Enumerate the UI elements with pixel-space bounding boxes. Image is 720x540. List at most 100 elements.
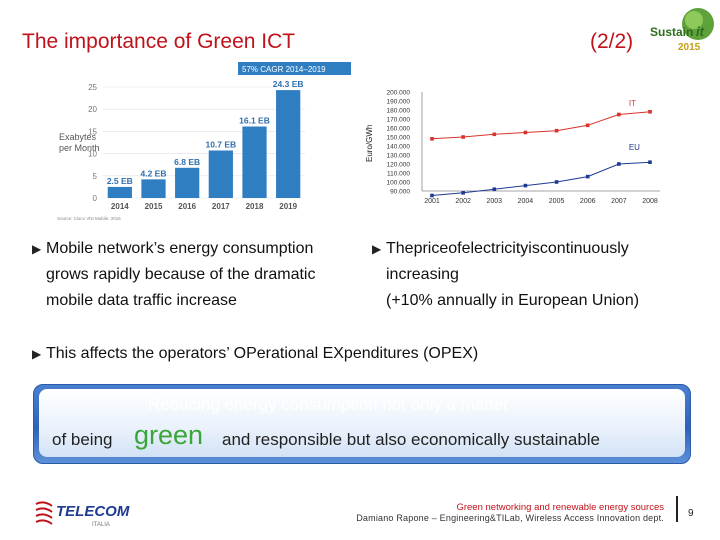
x-tick-label: 2002 [455, 198, 471, 205]
series-point-EU [430, 193, 434, 198]
bullet-arrow-icon: ▶ [32, 347, 42, 361]
bullet-left-line2: grows rapidly because of the dramatic [46, 266, 316, 283]
bar-2019 [276, 90, 301, 198]
x-tick-label: 2014 [111, 202, 129, 211]
y-tick-label: 140.000 [387, 144, 411, 151]
y-tick-label: 0 [93, 194, 98, 203]
series-point-EU [523, 183, 528, 188]
bullet-left-line3: mobile data traffic increase [46, 292, 237, 309]
bullet-right-line2: increasing [386, 266, 459, 283]
x-tick-label: 2016 [178, 202, 196, 211]
callout-suffix: and responsible but also economically su… [222, 430, 601, 449]
x-tick-label: 2004 [518, 198, 534, 205]
series-point-IT [554, 128, 559, 133]
logo-brand: TELECOM [56, 503, 130, 520]
series-label: EU [629, 143, 640, 152]
page-number: 9 [688, 508, 694, 519]
x-tick-label: 2015 [145, 202, 163, 211]
x-tick-label: 2005 [549, 198, 565, 205]
bullet-right: ▶ Thepriceofelectricityiscontinuously in… [372, 236, 640, 314]
logo-accent: it [696, 24, 705, 39]
chart-title: 57% CAGR 2014–2019 [242, 65, 326, 74]
series-point-EU [492, 187, 497, 191]
y-tick-label: 90.000 [390, 189, 410, 196]
x-tick-label: 2001 [424, 198, 440, 205]
bar-value-label: 2.5 EB [107, 176, 133, 186]
cagr-banner [238, 62, 351, 75]
series-point-EU [617, 162, 621, 166]
bullet-right-line3: (+10% annually in European Union) [386, 292, 640, 309]
x-tick-label: 2008 [642, 198, 658, 205]
y-tick-label: 130.000 [387, 153, 411, 160]
telecom-italia-logo: TELECOM ITALIA [35, 501, 130, 528]
series-point-EU [461, 191, 465, 195]
slide-title: The importance of Green ICT [22, 30, 296, 53]
y-tick-label: 25 [88, 83, 97, 92]
bullet-right-line1: Thepriceofelectricityiscontinuously [386, 240, 629, 257]
telecom-wave-icon [35, 501, 53, 525]
x-tick-label: 2018 [246, 202, 264, 211]
sustainit-logo: Sustain it 2015 [650, 8, 714, 53]
bullet-bottom-text: This affects the operators’ OPerational … [46, 345, 479, 362]
callout-line1: Reducing energy consumption not only a m… [148, 395, 509, 414]
y-tick-label: 190.000 [387, 99, 411, 106]
y-tick-label: 180.000 [387, 108, 411, 115]
y-tick-label: 170.000 [387, 117, 411, 124]
bar-value-label: 16.1 EB [239, 116, 270, 126]
callout-prefix: of being [52, 430, 113, 449]
y-tick-label: 20 [88, 105, 97, 114]
series-label: IT [629, 99, 636, 108]
y-tick-label: 110.000 [387, 171, 410, 178]
series-point-IT [523, 130, 528, 135]
bullet-arrow-icon: ▶ [372, 242, 382, 256]
y-tick-label: 10 [88, 150, 97, 159]
x-tick-label: 2006 [580, 198, 596, 205]
bar-2015 [141, 179, 166, 198]
x-tick-label: 2019 [279, 202, 297, 211]
bar-2017 [208, 150, 233, 198]
bar-2014 [107, 186, 132, 198]
y-tick-label: 100.000 [387, 180, 411, 187]
bar-value-label: 10.7 EB [205, 139, 236, 149]
series-point-IT [648, 110, 652, 114]
electricity-price-line-chart: Euro/GWh 90.000 100.000 110.000 120.000 130.… [365, 90, 660, 205]
y-tick-label: 15 [88, 127, 97, 136]
y-axis-label-line2: per Month [59, 143, 100, 153]
logo-year: 2015 [678, 42, 701, 53]
series-line-EU [431, 161, 651, 196]
bar-2016 [175, 167, 200, 198]
slide-part-indicator: (2/2) [590, 30, 634, 53]
bar-value-label: 4.2 EB [141, 168, 167, 178]
bullet-bottom: ▶ This affects the operators’ OPerationa… [32, 341, 479, 367]
y-tick-label: 200.000 [387, 90, 411, 97]
y-tick-label: 150.000 [387, 135, 411, 142]
series-point-EU [585, 174, 590, 179]
logo-brand-sub: ITALIA [92, 522, 110, 528]
series-point-IT [461, 135, 465, 139]
y-tick-label: 5 [93, 172, 98, 181]
footer-divider [676, 496, 678, 522]
series-point-IT [492, 132, 497, 137]
callout-green-word: green [134, 420, 204, 450]
x-tick-label: 2017 [212, 202, 230, 211]
chart-source: Source: Cisco VNI Mobile, 2015 [57, 216, 121, 221]
y-tick-label: 160.000 [387, 126, 411, 133]
x-tick-label: 2007 [611, 198, 627, 205]
series-point-IT [585, 123, 590, 128]
series-line-IT [431, 111, 651, 140]
bar-value-label: 6.8 EB [174, 157, 200, 167]
callout-box [33, 384, 691, 464]
series-point-IT [430, 137, 434, 141]
bullet-left: ▶ Mobile network’s energy consumption gr… [32, 236, 316, 314]
series-point-IT [617, 112, 621, 117]
series-point-EU [554, 180, 559, 184]
bullet-arrow-icon: ▶ [32, 242, 42, 256]
logo-text: Sustain [650, 25, 693, 39]
x-tick-label: 2003 [486, 198, 502, 205]
bullet-left-line1: Mobile network’s energy consumption [46, 240, 314, 257]
mobile-traffic-bar-chart: 57% CAGR 2014–2019 Exabytes per Month 0 5… [57, 62, 351, 221]
bar-2018 [242, 126, 267, 198]
bar-value-label: 24.3 EB [273, 79, 304, 89]
y-tick-label: 120.000 [387, 162, 411, 169]
series-point-EU [648, 160, 652, 164]
